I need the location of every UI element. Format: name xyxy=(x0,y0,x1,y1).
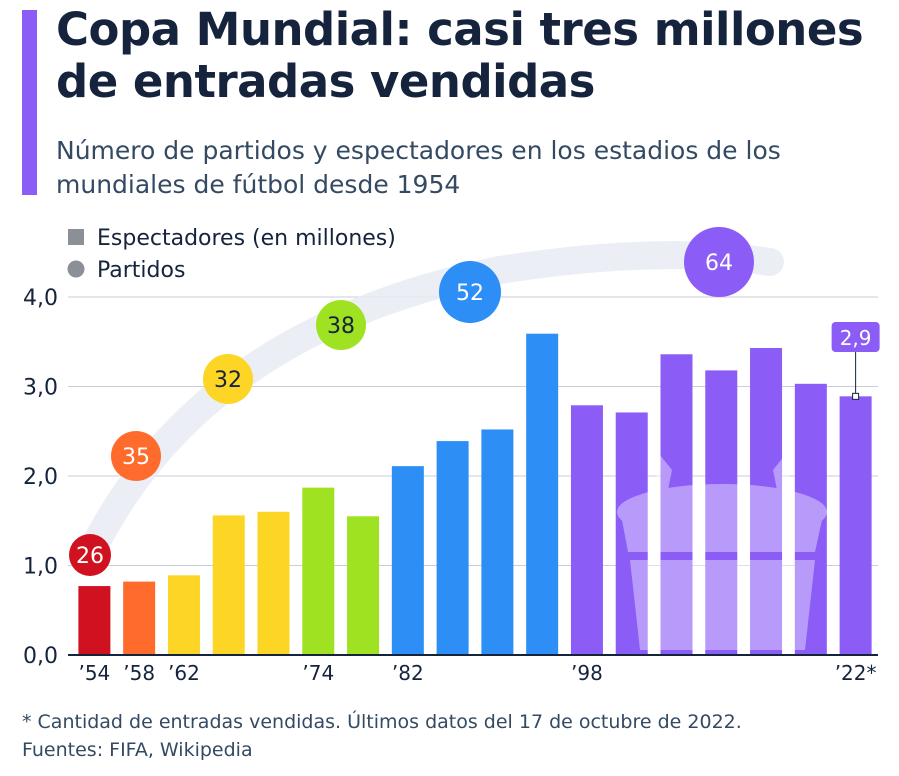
trend-arc xyxy=(76,241,784,569)
bar xyxy=(78,586,111,655)
bar xyxy=(750,348,783,655)
bar xyxy=(391,466,424,655)
bar xyxy=(526,333,559,655)
annotation-label: 2,9 xyxy=(840,326,872,350)
bar xyxy=(123,581,156,655)
footnote-block: * Cantidad de entradas vendidas. Últimos… xyxy=(22,708,882,764)
y-tick-label: 4,0 xyxy=(23,286,58,311)
bar xyxy=(839,396,872,655)
bar xyxy=(481,429,514,655)
legend-label: Espectadores (en millones) xyxy=(97,226,396,251)
accent-bar xyxy=(22,10,37,195)
match-bubble xyxy=(69,534,111,576)
match-bubbles: 26 35 32 38 52 64 xyxy=(69,227,754,576)
match-bubble-label: 35 xyxy=(122,445,150,470)
bar xyxy=(615,412,648,655)
x-tick-label: ’58 xyxy=(123,661,155,685)
legend-label: Partidos xyxy=(97,258,185,283)
x-tick-label: ’82 xyxy=(392,661,424,685)
y-tick-label: 2,0 xyxy=(23,465,58,490)
value-annotation: 2,9 xyxy=(831,322,880,400)
bar xyxy=(660,354,693,655)
bar xyxy=(347,516,380,655)
bars xyxy=(78,333,872,655)
bar xyxy=(570,405,603,655)
annotation-marker xyxy=(852,392,860,400)
footnote: * Cantidad de entradas vendidas. Últimos… xyxy=(22,711,742,733)
match-bubble xyxy=(684,227,754,297)
x-tick-label: ’22* xyxy=(835,661,877,685)
match-bubble xyxy=(439,261,501,323)
legend-circle-icon xyxy=(67,260,85,278)
match-bubble-label: 64 xyxy=(705,251,733,276)
annotation-box xyxy=(831,322,880,352)
bar xyxy=(794,383,827,655)
y-tick-label: 1,0 xyxy=(23,555,58,580)
x-tick-label: ’98 xyxy=(571,661,603,685)
gridlines xyxy=(68,296,878,566)
page-title: Copa Mundial: casi tres millones de entr… xyxy=(56,3,864,108)
bar xyxy=(302,487,335,655)
bar xyxy=(705,370,738,655)
x-tick-label: ’62 xyxy=(168,661,200,685)
match-bubble xyxy=(203,354,253,404)
match-bubble-label: 26 xyxy=(76,544,104,569)
match-bubble xyxy=(316,300,366,350)
bar xyxy=(257,511,290,655)
x-tick-label: ’74 xyxy=(302,661,334,685)
match-bubble-label: 38 xyxy=(327,314,355,339)
x-tick-label: ’54 xyxy=(78,661,110,685)
bar xyxy=(436,441,469,655)
y-axis-ticks: 0,0 1,0 2,0 3,0 4,0 xyxy=(23,286,58,669)
page-subtitle: Número de partidos y espectadores en los… xyxy=(56,136,781,199)
bar xyxy=(212,515,245,655)
legend-square-icon xyxy=(68,229,84,245)
x-axis-ticks: ’54 ’58 ’62 ’74 ’82 ’98 ’22* xyxy=(78,661,876,685)
legend: Espectadores (en millones) Partidos xyxy=(67,226,396,283)
sources: Fuentes: FIFA, Wikipedia xyxy=(22,739,253,761)
match-bubble-label: 32 xyxy=(214,368,242,393)
bar xyxy=(167,575,200,655)
stadium-illustration xyxy=(617,455,827,650)
y-tick-label: 3,0 xyxy=(23,376,58,401)
match-bubble-label: 52 xyxy=(456,281,484,306)
match-bubble xyxy=(111,431,161,481)
y-tick-label: 0,0 xyxy=(23,644,58,669)
